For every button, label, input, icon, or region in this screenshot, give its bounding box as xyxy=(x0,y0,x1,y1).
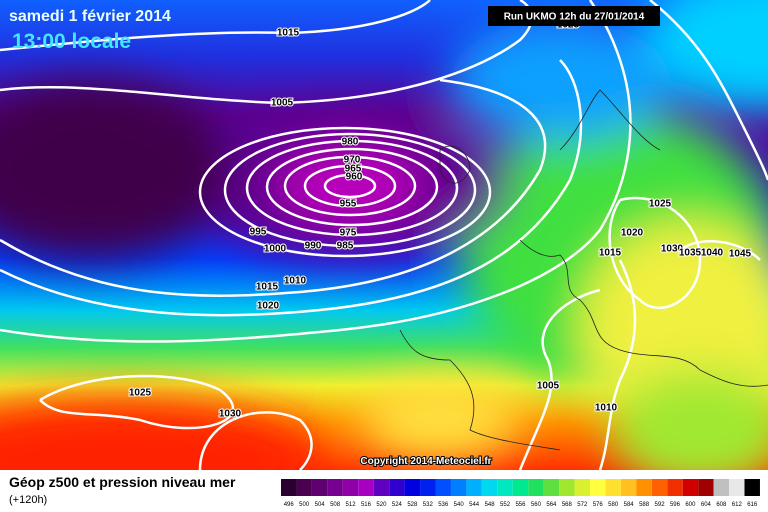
color-scale: 496 500 504 508 512 516 520 524 528 532 536 540 544 5… xyxy=(281,479,760,508)
isobar-label: 1040 xyxy=(701,248,724,259)
isobar-label: 1045 xyxy=(729,249,752,260)
scale-label: 512 xyxy=(346,502,357,508)
isobar-label: 1035 xyxy=(679,248,702,259)
isobar-label: 955 xyxy=(340,199,357,210)
isobar-label: 1000 xyxy=(264,244,287,255)
run-box xyxy=(488,6,660,26)
isobar-label: 970 xyxy=(344,155,361,166)
isobar-label: 1015 xyxy=(256,282,279,293)
scale-label: 520 xyxy=(376,502,387,508)
scale-swatch xyxy=(667,479,683,496)
scale-label: 508 xyxy=(330,502,341,508)
scale-label: 544 xyxy=(469,502,480,508)
scale-label: 588 xyxy=(639,502,650,508)
scale-swatch xyxy=(466,479,482,496)
isobar-label: 1005 xyxy=(271,98,294,109)
scale-label: 536 xyxy=(438,502,449,508)
scale-swatch xyxy=(543,479,560,496)
scale-swatch xyxy=(327,479,343,496)
scale-swatch xyxy=(528,479,544,496)
scale-label: 528 xyxy=(407,502,418,508)
scale-swatch xyxy=(512,479,529,496)
scale-swatch xyxy=(605,479,621,496)
scale-label: 580 xyxy=(608,502,619,508)
scale-swatch xyxy=(342,479,359,496)
legend-lead: (+120h) xyxy=(9,494,47,506)
isobar-label: 1010 xyxy=(284,276,307,287)
scale-label: 616 xyxy=(747,502,758,508)
scale-swatch xyxy=(420,479,436,496)
scale-label: 572 xyxy=(577,502,588,508)
isobar-label: 975 xyxy=(340,228,357,239)
scale-label: 612 xyxy=(732,502,743,508)
isobar-label: 1025 xyxy=(649,199,672,210)
isobar-label: 1030 xyxy=(219,409,242,420)
scale-label: 552 xyxy=(500,502,511,508)
isobar-label: 1005 xyxy=(537,381,560,392)
isobar-label: 965 xyxy=(345,164,362,175)
scale-label: 532 xyxy=(423,502,434,508)
scale-label: 592 xyxy=(655,502,666,508)
scale-label: 500 xyxy=(299,502,310,508)
scale-label: 560 xyxy=(531,502,542,508)
scale-label: 504 xyxy=(315,502,326,508)
isobar-label: 1020 xyxy=(257,301,280,312)
legend-title: Géop z500 et pression niveau mer xyxy=(9,474,236,490)
scale-label: 600 xyxy=(685,502,696,508)
scale-label: 496 xyxy=(284,502,295,508)
isobar-label: 1030 xyxy=(661,244,684,255)
isobar-label: 1020 xyxy=(621,228,644,239)
isobar-label: 985 xyxy=(337,241,354,252)
scale-swatch xyxy=(729,479,745,496)
isobar-label: 995 xyxy=(250,227,267,238)
scale-swatch xyxy=(497,479,513,496)
scale-swatch xyxy=(450,479,467,496)
scale-swatch xyxy=(682,479,699,496)
scale-swatch xyxy=(389,479,405,496)
scale-swatch xyxy=(435,479,451,496)
isobar-label: 1015 xyxy=(599,248,622,259)
isobar-label: 980 xyxy=(342,137,359,148)
scale-swatch xyxy=(590,479,606,496)
scale-label: 608 xyxy=(716,502,727,508)
isobar-label: 960 xyxy=(346,172,363,183)
run-info: Run UKMO 12h du 27/01/2014 xyxy=(504,12,645,23)
scale-label: 564 xyxy=(546,502,557,508)
scale-swatch xyxy=(281,479,297,496)
scale-swatch xyxy=(296,479,312,496)
isobar-label: 990 xyxy=(305,241,322,252)
scale-swatch xyxy=(311,479,328,496)
scale-label: 516 xyxy=(361,502,372,508)
isobar-label: 1025 xyxy=(129,388,152,399)
scale-swatch xyxy=(404,479,421,496)
scale-swatch xyxy=(559,479,575,496)
scale-swatch xyxy=(713,479,730,496)
scale-swatch xyxy=(698,479,714,496)
map-time: 13:00 locale xyxy=(12,30,131,53)
scale-label: 548 xyxy=(485,502,496,508)
scale-label: 604 xyxy=(701,502,712,508)
scale-label: 576 xyxy=(593,502,604,508)
scale-label: 540 xyxy=(454,502,465,508)
isobar-label: 1010 xyxy=(595,403,618,414)
scale-swatch xyxy=(481,479,498,496)
scale-swatch xyxy=(373,479,390,496)
copyright: Copyright 2014-Meteociel.fr xyxy=(360,456,491,467)
scale-swatch xyxy=(574,479,590,496)
scale-swatch xyxy=(744,479,760,496)
scale-swatch xyxy=(636,479,652,496)
map-date: samedi 1 février 2014 xyxy=(9,8,171,25)
scale-label: 556 xyxy=(515,502,526,508)
isobar-label: 1015 xyxy=(277,28,300,39)
scale-label: 568 xyxy=(562,502,573,508)
scale-swatch xyxy=(651,479,668,496)
scale-swatch xyxy=(620,479,637,496)
scale-label: 524 xyxy=(392,502,403,508)
scale-label: 596 xyxy=(670,502,681,508)
scale-swatch xyxy=(358,479,374,496)
scale-label: 584 xyxy=(624,502,635,508)
